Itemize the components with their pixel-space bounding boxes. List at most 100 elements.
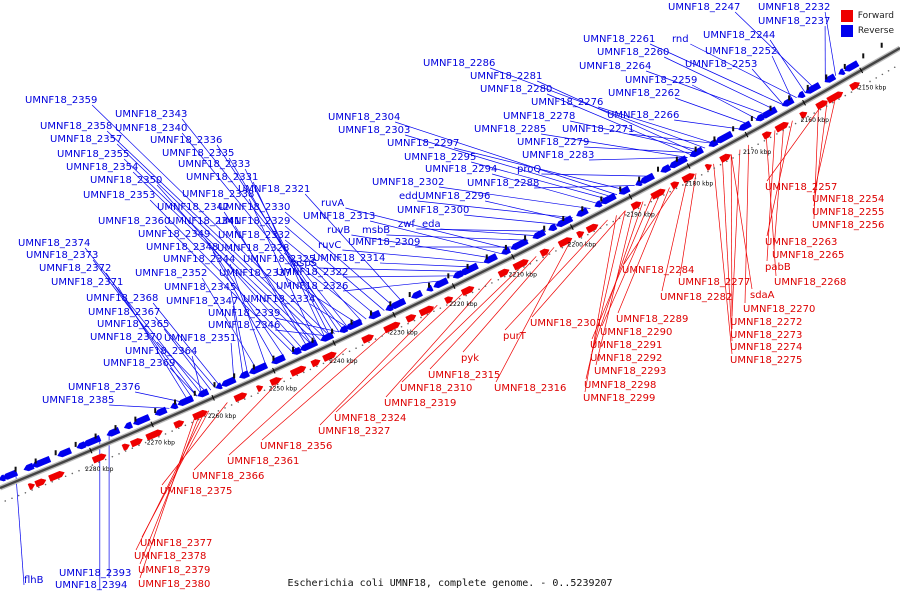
reverse-connector xyxy=(342,249,484,263)
gene-glyph xyxy=(681,173,695,184)
reverse-connector xyxy=(232,305,244,376)
scale-dot xyxy=(850,91,853,93)
forward-connector xyxy=(139,416,196,579)
scale-dot xyxy=(869,80,871,83)
gene-glyph xyxy=(31,455,52,468)
scale-dot xyxy=(751,146,753,149)
tick-label: 2200 kbp xyxy=(568,242,596,249)
forward-gene-label: UMNF18_2254 xyxy=(812,194,884,205)
forward-connector xyxy=(584,215,617,393)
tick-mark xyxy=(744,131,749,138)
scale-dot xyxy=(688,180,690,183)
tick-label: 2170 kbp xyxy=(743,149,771,156)
scale-ticks: 2150 kbp 2160 kbp 2170 kbp 2180 kbp 2190 kbp… xyxy=(4,42,896,502)
tick-mark xyxy=(570,224,574,230)
tick-mark xyxy=(511,253,515,260)
reverse-gene-label: UMNF18_2294 xyxy=(425,164,497,175)
scale-dot xyxy=(794,122,797,125)
reverse-gene-label: UMNF18_2337 xyxy=(219,268,291,279)
gene-glyph xyxy=(91,453,107,464)
gene-glyph xyxy=(826,91,844,104)
gene-glyph xyxy=(715,130,734,144)
forward-gene-label: UMNF18_2256 xyxy=(812,220,884,231)
gene-glyph xyxy=(639,172,656,184)
reverse-connector xyxy=(304,193,403,303)
gene-glyph xyxy=(460,286,475,296)
scale-dot xyxy=(516,269,519,271)
reverse-gene-label: UMNF18_2300 xyxy=(397,205,469,216)
gene-glyph xyxy=(238,370,251,379)
reverse-connector xyxy=(84,247,202,395)
reverse-connector xyxy=(284,225,385,311)
forward-gene-label: UMNF18_2298 xyxy=(584,380,656,391)
forward-gene-label: UMNF18_2284 xyxy=(622,265,694,276)
scale-dot xyxy=(124,450,127,452)
scale-dot xyxy=(303,371,305,374)
tick-label: 2240 kbp xyxy=(329,358,357,365)
forward-gene-label: UMNF18_2299 xyxy=(583,393,655,404)
reverse-gene-label: UMNF18_2349 xyxy=(138,229,210,240)
gene-glyph xyxy=(594,200,603,208)
gene-glyph xyxy=(483,253,498,264)
reverse-connector xyxy=(156,341,207,393)
scale-dot xyxy=(535,259,538,262)
scale-dot xyxy=(523,266,525,268)
forward-gene-label: UMNF18_2273 xyxy=(730,330,802,341)
reverse-connector xyxy=(201,277,258,370)
scale-dot xyxy=(243,398,246,400)
minor-tick xyxy=(331,328,334,334)
reverse-connector xyxy=(454,147,626,191)
forward-gene-label: UMNF18_2301 xyxy=(530,318,602,329)
tick-mark xyxy=(451,283,456,289)
minor-tick xyxy=(154,408,157,414)
reverse-connector xyxy=(109,404,170,409)
scale-dot xyxy=(893,66,896,69)
legend-reverse-label: Reverse xyxy=(857,25,894,36)
gene-glyph xyxy=(129,438,143,448)
reverse-gene-label: UMNF18_2365 xyxy=(97,319,169,330)
forward-gene-label: UMNF18_2379 xyxy=(138,565,210,576)
forward-connector xyxy=(623,182,679,265)
gene-glyph xyxy=(289,365,307,377)
reverse-connector xyxy=(91,104,331,337)
scale-dot xyxy=(211,412,213,415)
tick-mark xyxy=(211,394,215,401)
scale-dot xyxy=(224,407,226,409)
reverse-gene-label: UMNF18_2330 xyxy=(218,202,290,213)
reverse-connector xyxy=(370,220,502,255)
forward-gene-label: UMNF18_2268 xyxy=(774,277,846,288)
gene-glyph xyxy=(548,223,558,232)
genome-caption: Escherichia coli UMNF18, complete genome… xyxy=(287,578,613,589)
forward-gene-label: UMNF18_2356 xyxy=(260,441,332,452)
gene-glyph xyxy=(797,90,806,99)
scale-dot xyxy=(452,301,455,303)
minor-tick xyxy=(769,105,772,111)
scale-dot xyxy=(58,478,60,480)
scale-dot xyxy=(832,101,834,104)
gene-glyph xyxy=(405,314,417,323)
minor-tick xyxy=(447,273,450,279)
forward-connector xyxy=(765,135,777,277)
gene-glyph xyxy=(630,201,642,211)
genome-backbone xyxy=(0,45,900,491)
minor-tick xyxy=(825,74,828,80)
forward-connector xyxy=(228,347,347,456)
scale-dot xyxy=(844,94,847,97)
forward-gene-label: UMNF18_2319 xyxy=(384,398,456,409)
scale-dot xyxy=(342,353,344,356)
forward-gene-label: UMNF18_2282 xyxy=(660,292,732,303)
gene-glyph xyxy=(411,289,423,299)
scale-dot xyxy=(197,418,200,421)
reverse-connector xyxy=(380,262,475,268)
gene-glyph xyxy=(689,146,705,158)
gene-glyph xyxy=(2,469,19,480)
scale-dot xyxy=(250,395,253,397)
scale-dot xyxy=(491,282,493,284)
reverse-gene-label: UMNF18_2343 xyxy=(115,109,187,120)
scale-dot xyxy=(158,436,160,438)
scale-dot xyxy=(707,170,709,173)
reverse-connector xyxy=(105,272,193,399)
forward-connector xyxy=(617,187,670,314)
gene-glyph xyxy=(106,426,121,437)
scale-dot xyxy=(819,108,822,111)
